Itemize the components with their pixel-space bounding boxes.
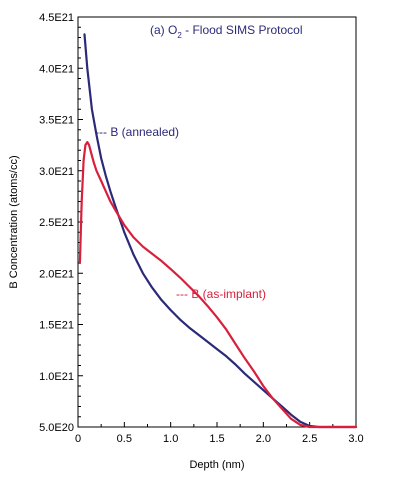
- y-tick-label: 2.5E21: [39, 217, 74, 229]
- y-axis-title: B Concentration (atoms/cc): [8, 155, 20, 288]
- y-tick-label: 4.5E21: [39, 12, 74, 24]
- x-axis-ticks: 0 0.5 1.0 1.5 2.0 2.5 3.0: [75, 422, 364, 445]
- y-tick-label: 3.5E21: [39, 115, 74, 127]
- y-tick-label: 4.0E21: [39, 63, 74, 75]
- y-tick-label: 1.5E21: [39, 320, 74, 332]
- series-line-b-as-implant: [78, 141, 358, 429]
- x-tick-label: 2.5: [302, 433, 317, 445]
- x-tick-label: 0: [75, 433, 81, 445]
- x-tick-label: 1.5: [209, 433, 224, 445]
- x-tick-label: 3.0: [348, 433, 363, 445]
- x-tick-label: 0.5: [117, 433, 132, 445]
- y-tick-label: 5.0E20: [39, 422, 74, 434]
- y-tick-label: 1.0E21: [39, 371, 74, 383]
- y-tick-label: 3.0E21: [39, 166, 74, 178]
- x-axis-title: Depth (nm): [189, 459, 244, 471]
- series-line-b-annealed: [83, 33, 358, 429]
- y-tick-label: 2.0E21: [39, 268, 74, 280]
- chart-title: (a) O2 - Flood SIMS Protocol: [150, 23, 303, 40]
- series-layer: [78, 33, 358, 429]
- y-axis-ticks: 5.0E20 1.0E21 1.5E21 2.0E21 2.5E21 3.0E21 3.5E…: [39, 12, 83, 434]
- series-label-annealed: --- B (annealed): [95, 125, 179, 139]
- x-tick-label: 2.0: [256, 433, 271, 445]
- x-tick-label: 1.0: [163, 433, 178, 445]
- series-label-as-implant: --- B (as-implant): [176, 287, 266, 301]
